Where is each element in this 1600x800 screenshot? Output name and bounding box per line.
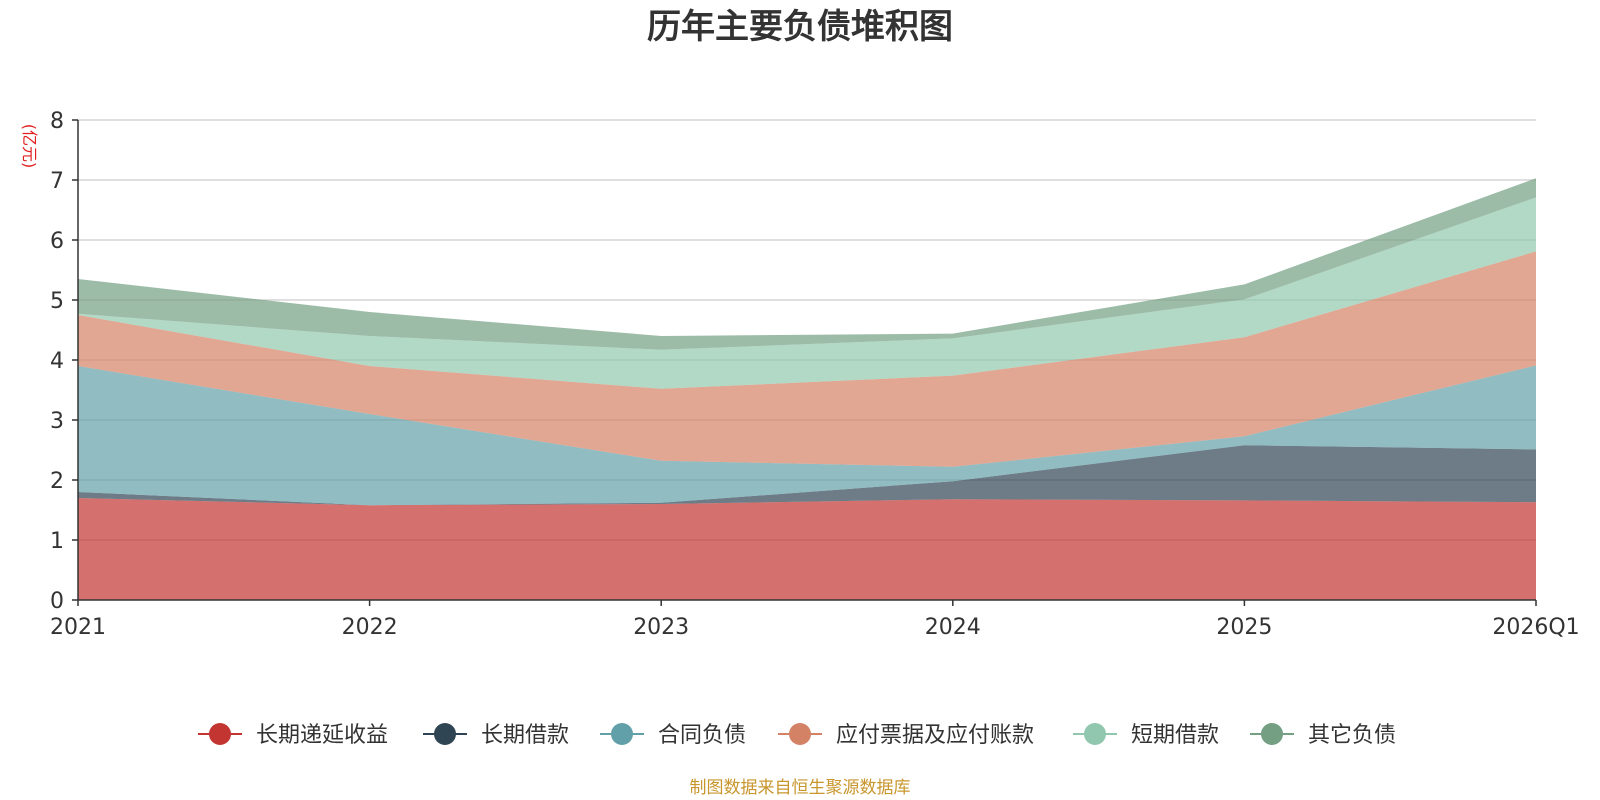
- area-series-0: [78, 498, 1536, 600]
- area-series-1: [78, 445, 1536, 506]
- x-tick-label-1: 2022: [342, 615, 398, 640]
- legend-label-3: 应付票据及应付账款: [836, 723, 1034, 748]
- x-tick-label-5: 2026Q1: [1492, 615, 1579, 640]
- area-series-4: [78, 197, 1536, 389]
- x-tick-label-2: 2023: [633, 615, 689, 640]
- legend-label-2: 合同负债: [658, 723, 746, 748]
- y-tick-label-8: 8: [50, 109, 64, 134]
- y-tick-label-5: 5: [50, 289, 64, 314]
- x-tick-label-4: 2025: [1216, 615, 1272, 640]
- x-tick-label-3: 2024: [925, 615, 981, 640]
- legend-label-5: 其它负债: [1308, 723, 1396, 748]
- legend-label-0: 长期递延收益: [256, 723, 388, 748]
- x-tick-label-0: 2021: [50, 615, 106, 640]
- area-series-2: [78, 365, 1536, 506]
- axis-layer: 0 1 2 3 4 5 6 7 8 2021 2022 2023 2024 2025 2026Q1: [50, 109, 1580, 640]
- area-series-3: [78, 251, 1536, 467]
- legend-marker-2: [611, 723, 633, 745]
- legend: 长期递延收益 长期借款 合同负债 应付票据及应付账款 短期借款 其它负债: [198, 723, 1396, 748]
- y-tick-label-0: 0: [50, 589, 64, 614]
- legend-label-1: 长期借款: [481, 723, 569, 748]
- legend-marker-4: [1084, 723, 1106, 745]
- y-tick-label-6: 6: [50, 229, 64, 254]
- legend-marker-0: [209, 723, 231, 745]
- area-layer: [78, 178, 1536, 600]
- source-note: 制图数据来自恒生聚源数据库: [690, 778, 911, 798]
- legend-marker-1: [434, 723, 456, 745]
- y-tick-label-3: 3: [50, 409, 64, 434]
- y-tick-label-4: 4: [50, 349, 64, 374]
- area-series-5: [78, 178, 1536, 350]
- y-tick-label-2: 2: [50, 469, 64, 494]
- legend-marker-5: [1261, 723, 1283, 745]
- chart-title: 历年主要负债堆积图: [647, 7, 953, 47]
- legend-marker-3: [789, 723, 811, 745]
- y-tick-label-7: 7: [50, 169, 64, 194]
- legend-label-4: 短期借款: [1131, 723, 1219, 748]
- y-tick-label-1: 1: [50, 529, 64, 554]
- y-axis-label: (亿元): [20, 124, 39, 169]
